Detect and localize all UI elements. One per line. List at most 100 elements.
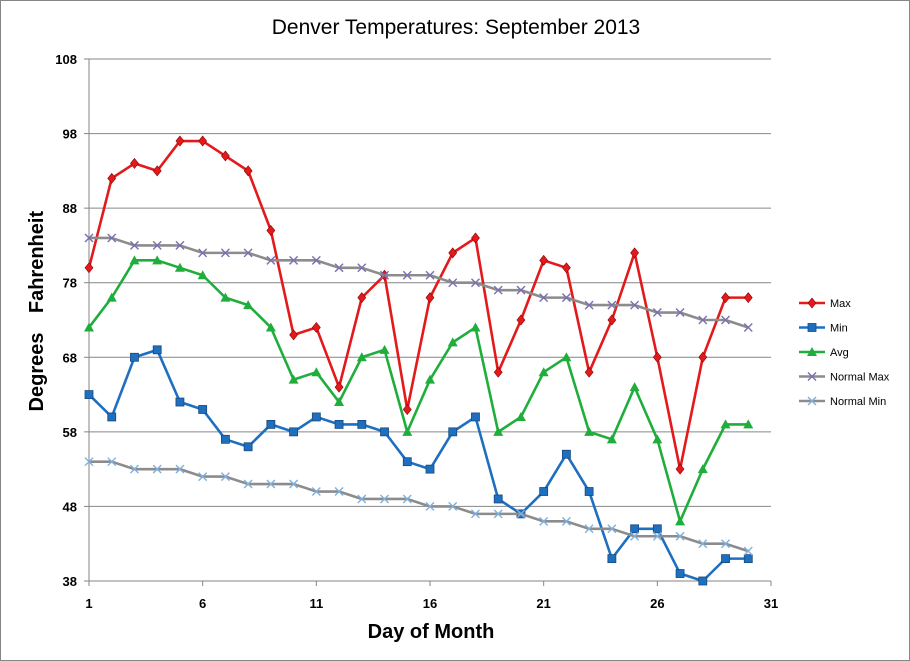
data-point-max <box>675 463 685 475</box>
data-point-min <box>471 412 480 422</box>
data-point-avg <box>311 367 322 377</box>
data-point-min <box>698 576 708 586</box>
data-point-min <box>675 569 685 578</box>
data-point-normal-max <box>311 255 321 265</box>
data-point-min <box>175 397 185 407</box>
data-point-max <box>562 262 571 274</box>
data-point-min <box>743 554 753 564</box>
y-axis-label-part-2: Fahrenheit <box>26 211 48 314</box>
legend-item-max: Max <box>799 297 851 310</box>
data-point-normal-max <box>630 300 640 310</box>
legend: Max Min Avg Normal Max Normal Min <box>799 297 890 408</box>
data-point-normal-max <box>493 285 503 295</box>
x-tick-label: 6 <box>199 596 206 611</box>
data-point-avg <box>743 419 754 429</box>
data-point-max <box>107 172 117 184</box>
data-point-normal-min <box>402 494 412 504</box>
data-point-normal-min <box>266 479 276 489</box>
data-point-min <box>243 442 253 452</box>
data-point-avg <box>265 322 276 332</box>
data-point-normal-max <box>175 240 185 250</box>
data-point-avg <box>697 464 708 474</box>
data-point-min <box>721 554 730 564</box>
data-point-avg <box>561 352 572 362</box>
series-line-normal-max <box>89 236 749 329</box>
data-point-min <box>334 419 344 429</box>
data-point-avg <box>220 292 231 302</box>
data-point-normal-max <box>721 315 731 325</box>
data-point-min <box>425 464 435 474</box>
data-point-min <box>152 345 162 355</box>
x-axis-label: Day of Month <box>368 621 495 643</box>
series-line-avg <box>87 259 749 523</box>
data-point-normal-min <box>698 539 708 549</box>
data-point-min <box>357 419 367 429</box>
data-point-avg <box>84 322 94 332</box>
legend-marker <box>807 347 817 356</box>
data-point-avg <box>243 300 254 310</box>
data-point-max <box>198 135 208 147</box>
data-point-normal-max <box>107 233 117 243</box>
data-point-normal-max <box>357 263 367 273</box>
data-point-normal-min <box>630 531 640 541</box>
data-point-normal-max <box>380 270 390 280</box>
data-point-normal-min <box>493 509 503 519</box>
data-point-max <box>289 329 298 341</box>
data-point-min <box>448 427 458 437</box>
data-point-max <box>175 135 185 147</box>
legend-item-normal-min: Normal Min <box>799 396 886 408</box>
data-point-normal-max <box>448 278 458 288</box>
x-tick-label: 26 <box>650 596 664 611</box>
data-point-normal-max <box>84 233 94 243</box>
data-point-max <box>425 292 435 304</box>
data-point-avg <box>379 344 390 354</box>
data-point-min <box>107 412 117 422</box>
y-axis-label-part-1: Degrees <box>26 333 48 412</box>
data-point-avg <box>129 255 140 265</box>
data-point-min <box>584 487 594 496</box>
data-point-normal-max <box>607 300 617 310</box>
data-point-normal-min <box>607 524 617 534</box>
data-point-min <box>539 487 549 496</box>
series-line-normal-min <box>89 460 749 553</box>
data-point-avg <box>515 411 526 421</box>
data-point-normal-max <box>152 240 162 250</box>
data-point-min <box>652 524 662 534</box>
data-point-avg <box>288 374 299 384</box>
data-point-avg <box>447 337 458 347</box>
series-line-min <box>88 348 749 583</box>
data-point-avg <box>334 397 345 407</box>
data-point-min <box>84 390 94 399</box>
data-point-normal-min <box>652 531 662 541</box>
gridlines <box>89 58 771 507</box>
data-point-normal-max <box>584 300 594 310</box>
data-point-max <box>130 157 139 169</box>
data-point-min <box>380 427 389 437</box>
data-point-avg <box>174 262 185 272</box>
data-point-min <box>266 419 276 429</box>
data-point-max <box>516 314 526 326</box>
data-point-normal-max <box>743 322 753 332</box>
data-point-avg <box>652 434 663 444</box>
y-tick-label: 108 <box>55 52 77 67</box>
data-point-max <box>402 404 412 415</box>
data-point-avg <box>152 255 163 265</box>
data-point-max <box>266 225 276 236</box>
legend-marker <box>807 396 817 406</box>
data-point-avg <box>538 367 549 377</box>
data-point-normal-max <box>652 308 662 318</box>
data-point-avg <box>197 270 208 280</box>
y-tick-label: 58 <box>63 425 77 440</box>
data-point-normal-min <box>175 464 185 474</box>
data-point-normal-min <box>129 464 139 474</box>
y-tick-label: 78 <box>63 276 77 291</box>
y-axis-label: Degrees Fahrenheit <box>26 211 48 412</box>
data-point-max <box>743 292 753 304</box>
data-point-min <box>562 449 571 459</box>
data-point-normal-max <box>243 248 253 258</box>
x-tick-label: 11 <box>309 596 323 611</box>
legend-label: Normal Min <box>830 396 886 408</box>
